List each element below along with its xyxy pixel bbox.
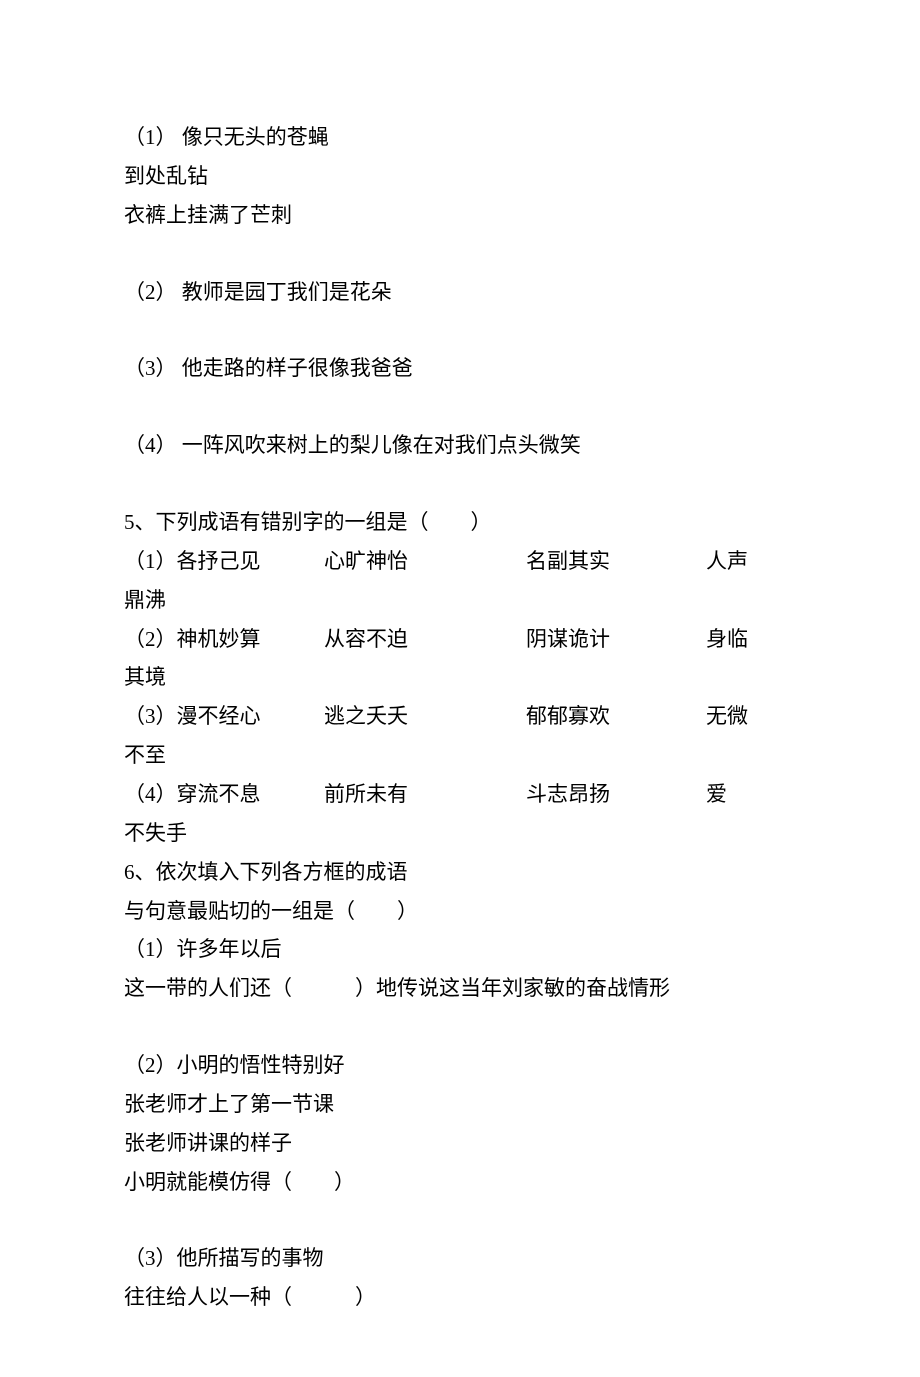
q6-item1-label: （1）许多年以后	[124, 930, 796, 969]
q5-row-4: （4）穿流不息 前所未有 斗志昂扬 爱	[124, 775, 796, 814]
q5-row1-label: （1）各抒己见	[124, 542, 324, 581]
q1-line1: （1） 像只无头的苍蝇	[124, 118, 796, 157]
q4-line: （4） 一阵风吹来树上的梨儿像在对我们点头微笑	[124, 426, 796, 465]
q5-row4-a: 前所未有	[324, 775, 526, 814]
q5-row3-a: 逃之夭夭	[324, 697, 526, 736]
q5-row3-c: 无微	[706, 697, 748, 736]
q4-text: 一阵风吹来树上的梨儿像在对我们点头微笑	[182, 433, 581, 457]
q5-row2-label: （2）神机妙算	[124, 620, 324, 659]
gap-1	[124, 235, 796, 273]
gap-2	[124, 311, 796, 349]
q5-row4-label: （4）穿流不息	[124, 775, 324, 814]
q5-row3-label: （3）漫不经心	[124, 697, 324, 736]
q5-row1-wrap: 鼎沸	[124, 581, 796, 620]
q5-row2-a: 从容不迫	[324, 620, 526, 659]
q5-row2-c: 身临	[706, 620, 748, 659]
q6-item3-label: （3）他所描写的事物	[124, 1239, 796, 1278]
gap-3	[124, 388, 796, 426]
q5-row-3: （3）漫不经心 逃之夭夭 郁郁寡欢 无微	[124, 697, 796, 736]
gap-5	[124, 1008, 796, 1046]
q5-row-1: （1）各抒己见 心旷神怡 名副其实 人声	[124, 542, 796, 581]
q6-line2: 与句意最贴切的一组是（ ）	[124, 892, 796, 931]
q1-line3: 衣裤上挂满了芒刺	[124, 196, 796, 235]
q6-item2-line1: 张老师才上了第一节课	[124, 1085, 796, 1124]
q1-text1: 像只无头的苍蝇	[182, 125, 329, 149]
q3-text: 他走路的样子很像我爸爸	[182, 356, 413, 380]
q6-item3-line1: 往往给人以一种（ ）	[124, 1278, 796, 1317]
q6-item2-line3: 小明就能模仿得（ ）	[124, 1163, 796, 1202]
q6-item2-line2: 张老师讲课的样子	[124, 1124, 796, 1163]
q4-label: （4）	[124, 433, 177, 457]
q6-item1-line1: 这一带的人们还（ ）地传说这当年刘家敏的奋战情形	[124, 969, 796, 1008]
q5-row2-wrap: 其境	[124, 658, 796, 697]
q5-row-2: （2）神机妙算 从容不迫 阴谋诡计 身临	[124, 620, 796, 659]
q1-line2: 到处乱钻	[124, 157, 796, 196]
gap-4	[124, 465, 796, 503]
q5-row4-c: 爱	[706, 775, 727, 814]
q2-label: （2）	[124, 280, 177, 304]
q6-item2-label: （2）小明的悟性特别好	[124, 1046, 796, 1085]
q2-text: 教师是园丁我们是花朵	[182, 280, 392, 304]
q5-stem: 5、下列成语有错别字的一组是（ ）	[124, 503, 796, 542]
q5-row2-b: 阴谋诡计	[526, 620, 706, 659]
q5-row3-b: 郁郁寡欢	[526, 697, 706, 736]
q5-row1-b: 名副其实	[526, 542, 706, 581]
q2-line: （2） 教师是园丁我们是花朵	[124, 273, 796, 312]
q6-line1: 6、依次填入下列各方框的成语	[124, 853, 796, 892]
q5-row4-b: 斗志昂扬	[526, 775, 706, 814]
q5-row1-c: 人声	[706, 542, 748, 581]
q1-label: （1）	[124, 125, 177, 149]
q5-row1-a: 心旷神怡	[324, 542, 526, 581]
q5-row4-wrap: 不失手	[124, 814, 796, 853]
gap-6	[124, 1201, 796, 1239]
q3-line: （3） 他走路的样子很像我爸爸	[124, 349, 796, 388]
q3-label: （3）	[124, 356, 177, 380]
q5-row3-wrap: 不至	[124, 736, 796, 775]
